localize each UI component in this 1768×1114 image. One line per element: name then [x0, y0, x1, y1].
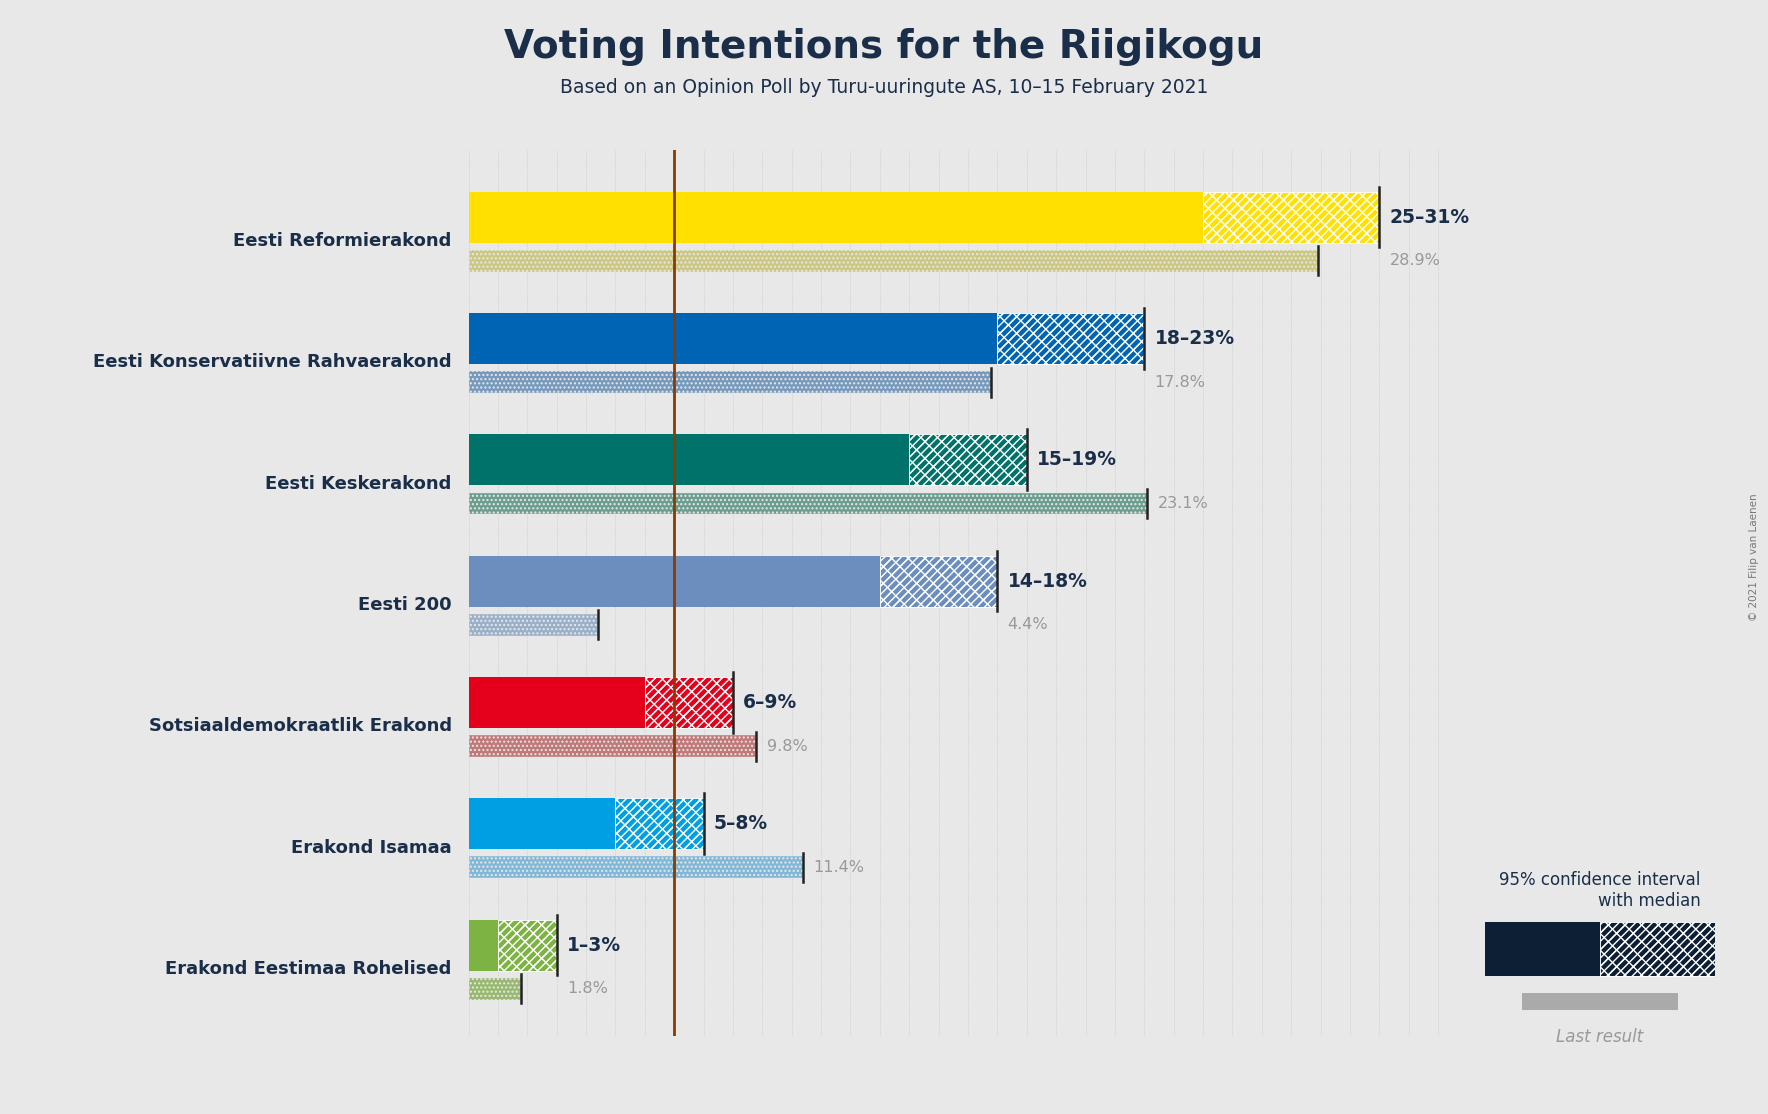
Text: 1.8%: 1.8%	[568, 981, 608, 996]
Text: 6–9%: 6–9%	[743, 693, 797, 712]
Bar	[469, 857, 803, 878]
Bar	[469, 371, 992, 393]
Text: 15–19%: 15–19%	[1038, 450, 1117, 469]
Bar	[1202, 192, 1379, 243]
Bar	[469, 192, 1202, 243]
Text: 4.4%: 4.4%	[1008, 617, 1048, 633]
Text: 11.4%: 11.4%	[813, 860, 865, 874]
Bar	[499, 919, 557, 970]
Bar	[997, 313, 1144, 364]
Bar	[499, 919, 557, 970]
Bar	[1202, 192, 1379, 243]
Bar	[469, 677, 645, 727]
Bar	[880, 556, 997, 606]
Text: 1–3%: 1–3%	[568, 936, 621, 955]
Text: Last result: Last result	[1556, 1028, 1644, 1046]
Bar	[469, 556, 880, 606]
Bar	[469, 978, 522, 999]
Bar	[909, 434, 1027, 486]
Bar	[645, 677, 734, 727]
Text: 25–31%: 25–31%	[1390, 207, 1469, 226]
Text: 28.9%: 28.9%	[1390, 253, 1441, 268]
Bar	[469, 371, 992, 393]
Text: 95% confidence interval
with median: 95% confidence interval with median	[1499, 871, 1701, 910]
Text: 9.8%: 9.8%	[767, 739, 808, 753]
Bar	[469, 857, 803, 878]
Bar	[1600, 922, 1715, 976]
Bar	[1202, 192, 1379, 243]
Bar	[469, 250, 1317, 272]
Bar	[469, 614, 598, 636]
Bar	[469, 919, 499, 970]
Text: 23.1%: 23.1%	[1158, 496, 1208, 511]
Bar	[469, 799, 615, 849]
Bar	[1600, 922, 1715, 976]
Bar	[645, 677, 734, 727]
Bar	[1485, 922, 1600, 976]
Bar	[615, 799, 704, 849]
Bar	[997, 313, 1144, 364]
Bar	[469, 434, 909, 486]
Text: 5–8%: 5–8%	[714, 814, 767, 833]
Text: 17.8%: 17.8%	[1155, 374, 1206, 390]
Text: © 2021 Filip van Laenen: © 2021 Filip van Laenen	[1749, 494, 1759, 620]
Bar	[880, 556, 997, 606]
Bar	[645, 677, 734, 727]
Bar	[469, 250, 1317, 272]
Bar	[615, 799, 704, 849]
Text: Based on an Opinion Poll by Turu-uuringute AS, 10–15 February 2021: Based on an Opinion Poll by Turu-uuringu…	[560, 78, 1208, 97]
Text: 14–18%: 14–18%	[1008, 571, 1087, 590]
Bar	[615, 799, 704, 849]
Bar	[1600, 922, 1715, 976]
Bar	[469, 978, 522, 999]
Text: 18–23%: 18–23%	[1155, 329, 1234, 348]
Bar	[469, 313, 997, 364]
Bar	[997, 313, 1144, 364]
Bar	[909, 434, 1027, 486]
Bar	[469, 492, 1147, 515]
Bar	[499, 919, 557, 970]
Bar	[469, 735, 757, 758]
Bar	[909, 434, 1027, 486]
Text: Voting Intentions for the Riigikogu: Voting Intentions for the Riigikogu	[504, 28, 1264, 66]
Bar	[469, 492, 1147, 515]
Bar	[1522, 993, 1678, 1010]
Bar	[880, 556, 997, 606]
Bar	[469, 735, 757, 758]
Bar	[469, 614, 598, 636]
